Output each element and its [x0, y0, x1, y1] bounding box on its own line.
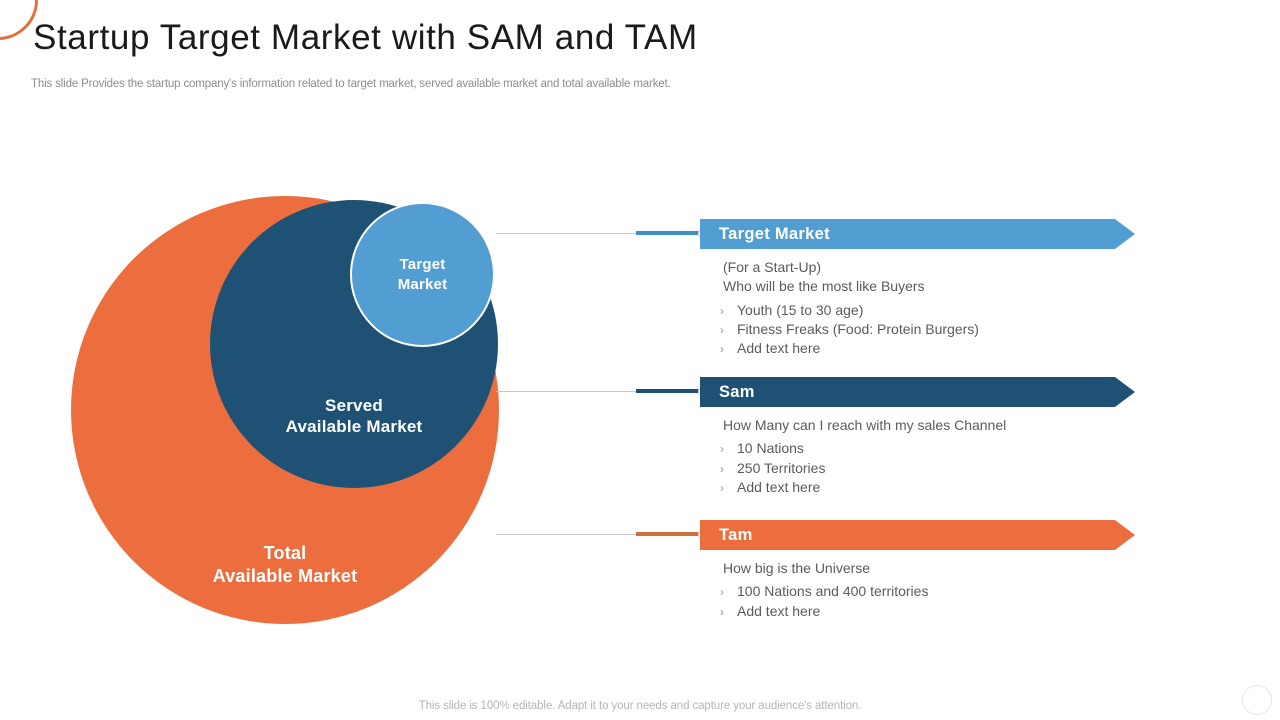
- chevron-right-icon: ›: [720, 604, 724, 619]
- list-item-label: Fitness Freaks (Food: Protein Burgers): [737, 320, 979, 337]
- venn-circle-target-market[interactable]: Target Market: [350, 202, 495, 347]
- list-item-label: Add text here: [737, 340, 821, 357]
- chevron-right-icon: ›: [720, 342, 724, 357]
- chevron-right-icon: ›: [720, 585, 724, 600]
- corner-ring-decoration: [1242, 685, 1272, 715]
- banner-target-market[interactable]: Target Market: [700, 219, 1135, 249]
- bullet-list-tam: › 100 Nations and 400 territories › Add …: [720, 582, 1135, 621]
- info-block-target-market: Target Market (For a Start-Up) Who will …: [700, 219, 1135, 359]
- banner-body-sam: [700, 377, 1115, 407]
- venn-circle-target-label-line1: Target: [399, 256, 446, 274]
- list-item: › Youth (15 to 30 age): [720, 301, 1135, 320]
- connector-line-tam: [496, 534, 641, 535]
- list-item: › 250 Territories: [720, 459, 1135, 478]
- banner-body-target-market: [700, 219, 1115, 249]
- description-line: How big is the Universe: [723, 560, 871, 576]
- info-block-sam: Sam How Many can I reach with my sales C…: [700, 377, 1135, 497]
- connector-stem-sam: [636, 389, 706, 393]
- list-item: › Add text here: [720, 602, 1135, 621]
- banner-body-tam: [700, 520, 1115, 550]
- banner-arrow-tip-sam: [1115, 377, 1135, 407]
- page-subtitle: This slide Provides the startup company'…: [31, 78, 671, 90]
- list-item-label: Add text here: [737, 478, 821, 495]
- banner-label-target-market: Target Market: [719, 224, 830, 243]
- banner-sam[interactable]: Sam: [700, 377, 1135, 407]
- chevron-right-icon: ›: [720, 480, 724, 495]
- connector-line-sam: [496, 391, 641, 392]
- chevron-right-icon: ›: [720, 461, 724, 476]
- bullet-list-target-market: › Youth (15 to 30 age) › Fitness Freaks …: [720, 301, 1135, 359]
- description-target-market: (For a Start-Up) Who will be the most li…: [723, 258, 1135, 297]
- page-title: Startup Target Market with SAM and TAM: [33, 18, 698, 57]
- banner-arrow-tip-tam: [1115, 520, 1135, 550]
- list-item-label: 100 Nations and 400 territories: [737, 583, 929, 600]
- description-line: How Many can I reach with my sales Chann…: [723, 417, 1007, 433]
- info-block-tam: Tam How big is the Universe › 100 Nation…: [700, 520, 1135, 621]
- list-item: › 100 Nations and 400 territories: [720, 582, 1135, 601]
- list-item-label: Youth (15 to 30 age): [737, 301, 864, 318]
- list-item: › Fitness Freaks (Food: Protein Burgers): [720, 320, 1135, 339]
- venn-circle-tam-label-line2: Available Market: [212, 565, 358, 586]
- footer-note: This slide is 100% editable. Adapt it to…: [418, 700, 862, 712]
- chevron-right-icon: ›: [720, 442, 724, 457]
- bullet-list-sam: › 10 Nations › 250 Territories › Add tex…: [720, 439, 1135, 497]
- list-item-label: 10 Nations: [737, 440, 804, 457]
- list-item-label: 250 Territories: [737, 459, 826, 476]
- banner-tam[interactable]: Tam: [700, 520, 1135, 550]
- venn-circle-tam-label-line1: Total: [263, 542, 307, 563]
- description-line: (For a Start-Up): [723, 259, 822, 275]
- list-item: › 10 Nations: [720, 439, 1135, 458]
- venn-circle-sam-label-line2: Available Market: [285, 417, 423, 437]
- list-item-label: Add text here: [737, 602, 821, 619]
- list-item: › Add text here: [720, 478, 1135, 497]
- description-tam: How big is the Universe: [723, 559, 1135, 578]
- connector-line-target-market: [496, 233, 641, 234]
- connector-stem-tam: [636, 532, 706, 536]
- description-sam: How Many can I reach with my sales Chann…: [723, 416, 1135, 435]
- banner-label-sam: Sam: [719, 382, 755, 401]
- venn-circle-sam-label-line1: Served: [325, 395, 383, 415]
- list-item: › Add text here: [720, 339, 1135, 358]
- chevron-right-icon: ›: [720, 303, 724, 318]
- banner-label-tam: Tam: [719, 525, 753, 544]
- venn-diagram: Total Available Market Served Available …: [71, 196, 499, 624]
- banner-arrow-tip-target-market: [1115, 219, 1135, 249]
- connector-stem-target-market: [636, 231, 706, 235]
- venn-circle-target-label-line2: Market: [397, 275, 448, 293]
- description-line: Who will be the most like Buyers: [723, 278, 925, 295]
- chevron-right-icon: ›: [720, 322, 724, 337]
